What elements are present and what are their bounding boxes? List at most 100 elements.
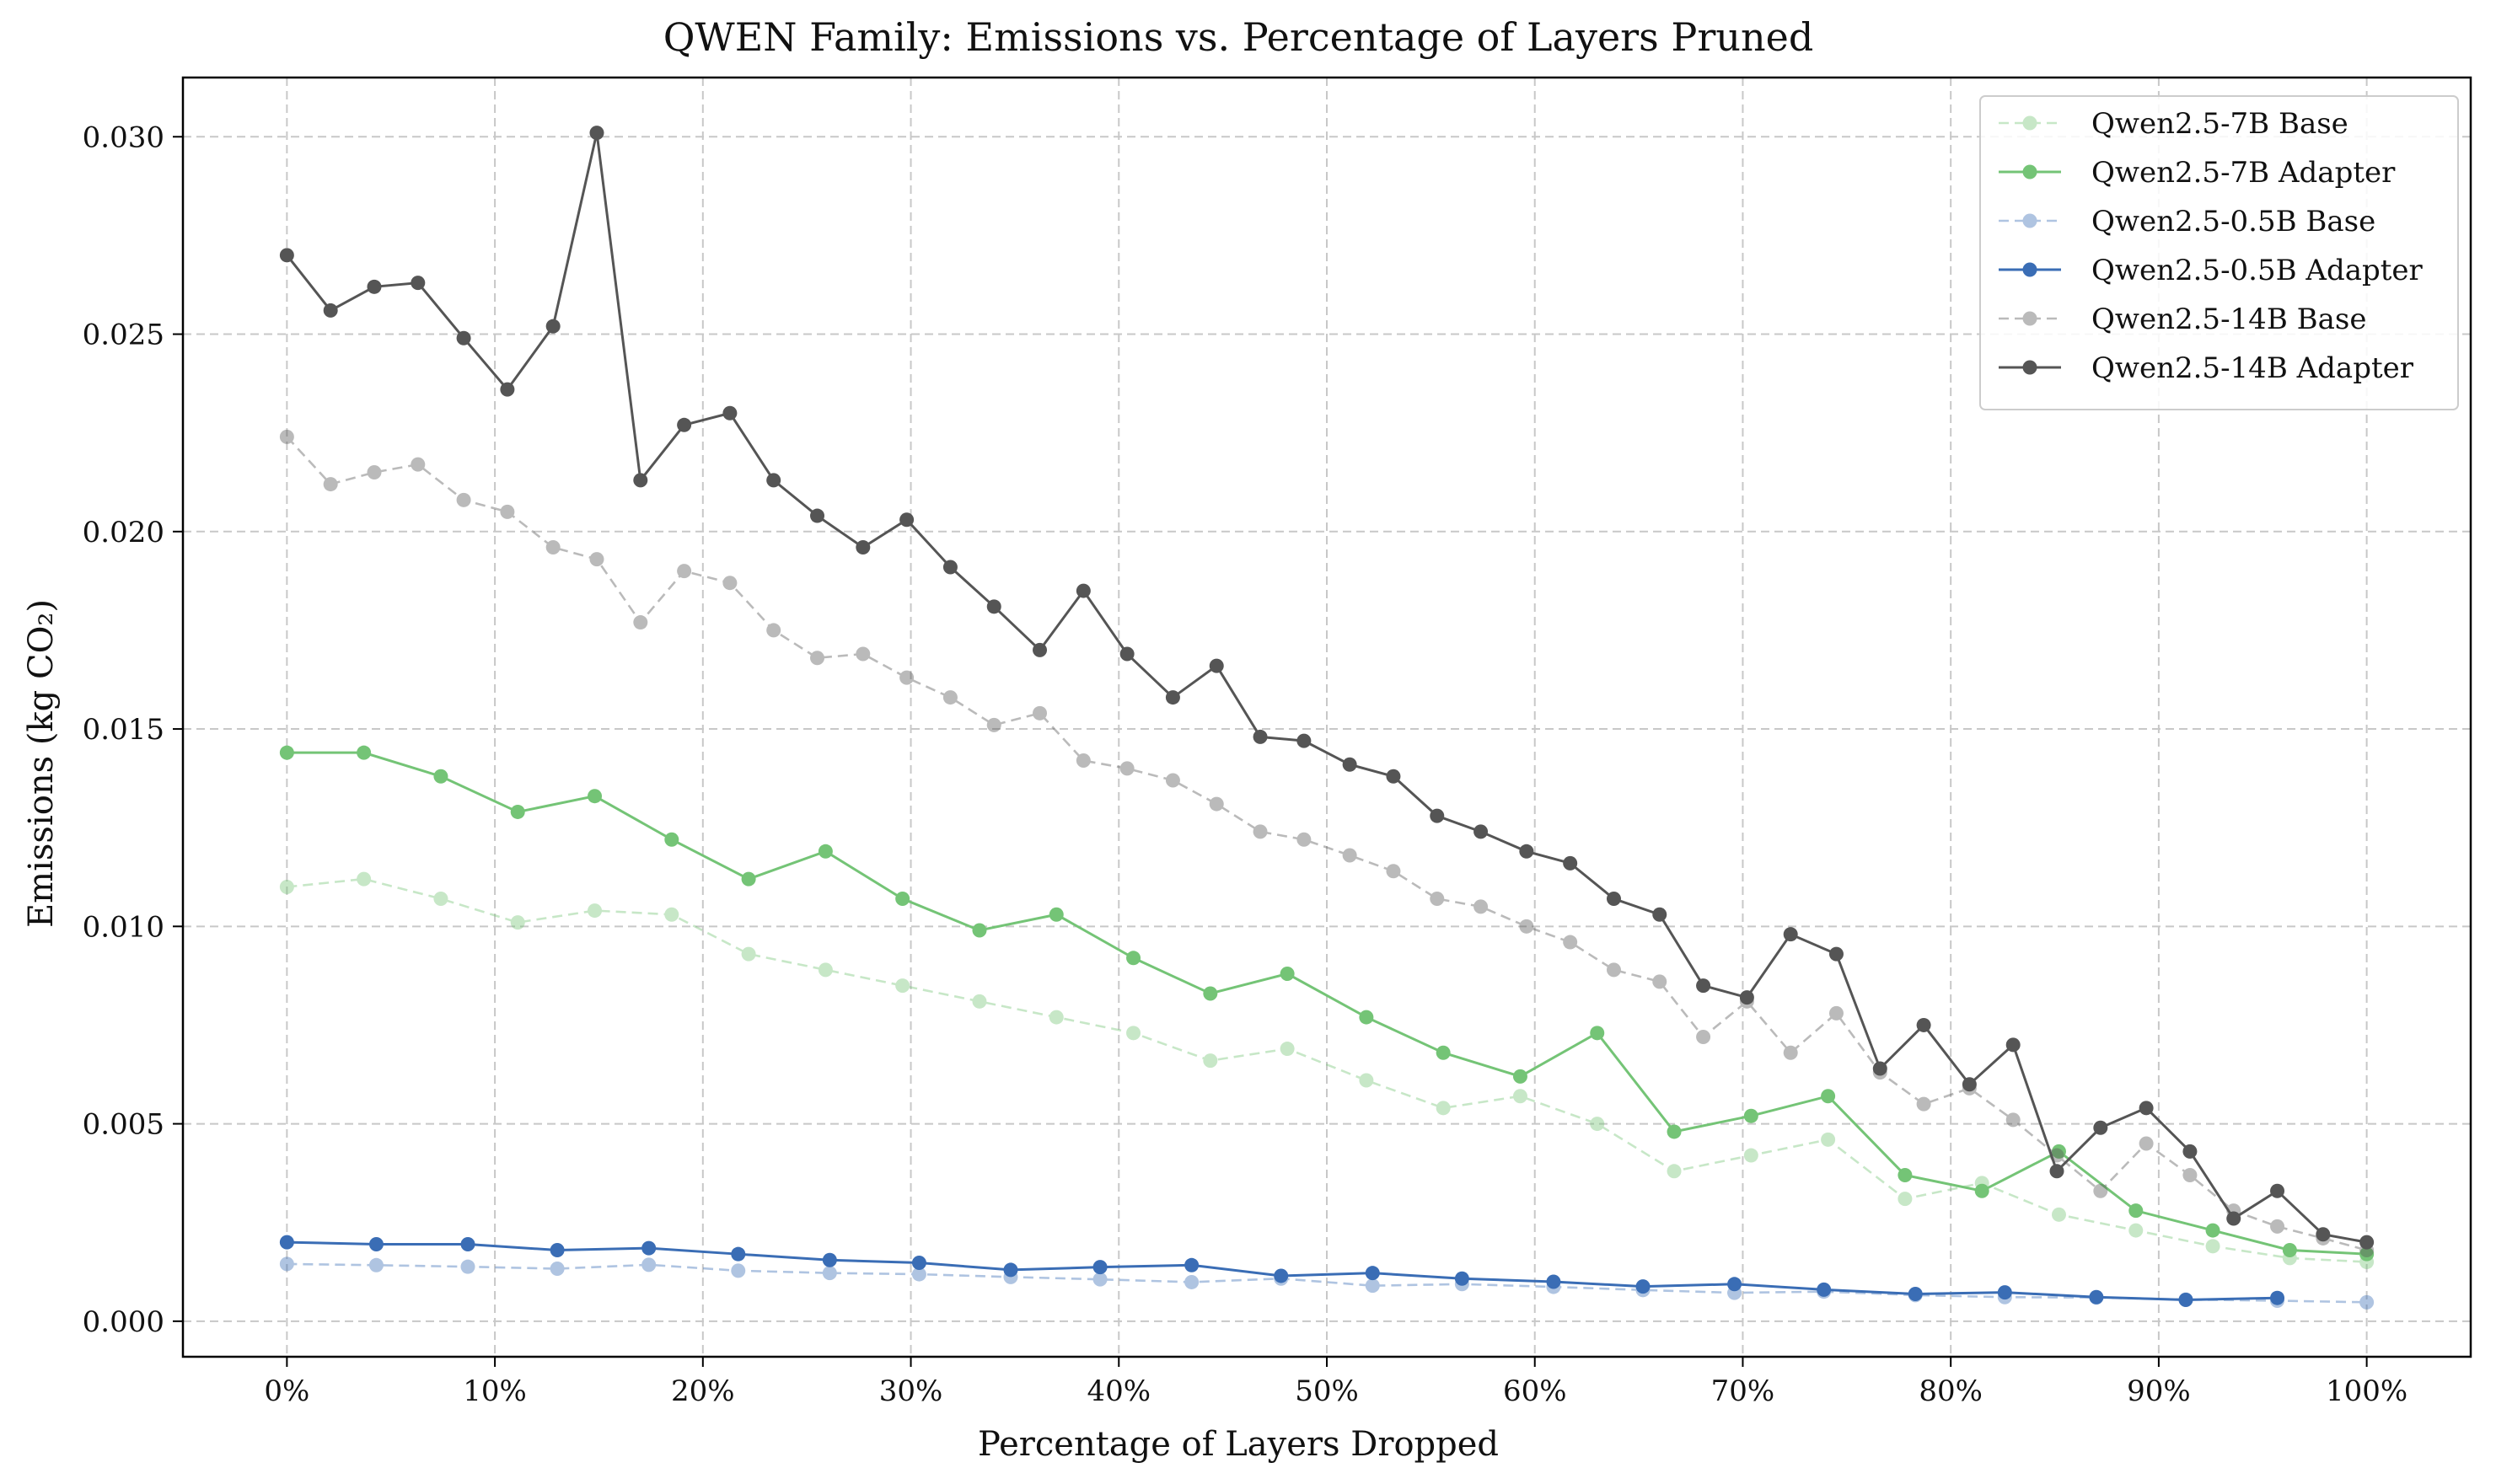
data-point (677, 564, 692, 579)
data-point (2316, 1227, 2331, 1242)
data-point (2270, 1290, 2285, 1305)
data-point (818, 844, 833, 859)
data-point (510, 804, 525, 819)
data-point (1962, 1077, 1977, 1092)
data-point (1119, 761, 1135, 776)
data-point (279, 745, 294, 760)
data-point (1783, 927, 1798, 942)
data-point (1033, 642, 1048, 657)
y-axis-ticks: 0.000 0.005 0.010 0.015 0.020 0.025 0.030 (83, 121, 183, 1339)
data-point (1126, 1026, 1141, 1041)
data-point (1821, 1132, 1836, 1147)
data-point (1359, 1073, 1374, 1088)
data-point (1049, 1010, 1064, 1025)
data-point (460, 1259, 475, 1274)
data-point (2205, 1239, 2220, 1254)
data-point (1696, 978, 1711, 994)
legend-item: Qwen2.5-0.5B Base (1999, 205, 2375, 238)
data-point (1430, 808, 1445, 823)
data-point (510, 915, 525, 930)
data-point (1359, 1010, 1374, 1025)
data-point (2178, 1293, 2193, 1308)
data-point (368, 1236, 384, 1251)
data-point (500, 382, 515, 397)
data-point (500, 504, 515, 519)
data-point (2182, 1167, 2198, 1182)
data-point (972, 923, 987, 938)
legend-label: Qwen2.5-0.5B Base (2091, 205, 2375, 238)
data-point (2182, 1144, 2198, 1159)
data-point (1092, 1260, 1108, 1275)
data-point (1828, 946, 1844, 962)
data-point (1003, 1262, 1018, 1278)
x-tick-label: 50% (1295, 1374, 1359, 1408)
legend-label: Qwen2.5-14B Adapter (2091, 351, 2414, 385)
data-point (1908, 1287, 1923, 1302)
data-point (899, 670, 915, 685)
y-axis-label: Emissions (kg CO₂) (22, 599, 61, 928)
x-tick-label: 30% (879, 1374, 943, 1408)
data-point (1872, 1061, 1887, 1076)
data-point (1743, 1148, 1758, 1163)
data-point (357, 745, 372, 760)
data-point (1203, 1053, 1218, 1069)
data-point (1916, 1096, 1931, 1112)
data-point (1519, 919, 1534, 934)
data-point (545, 319, 561, 334)
data-point (810, 508, 825, 523)
y-tick-label: 0.005 (83, 1108, 164, 1142)
data-point (1997, 1285, 2012, 1300)
data-point (1974, 1183, 1989, 1198)
legend-marker (2022, 262, 2037, 277)
series-line (286, 132, 2367, 1244)
data-point (1126, 951, 1141, 966)
data-point (279, 1235, 294, 1250)
data-point (1296, 733, 1312, 748)
data-point (1590, 1026, 1605, 1041)
data-point (1546, 1274, 1561, 1289)
legend-marker (2022, 115, 2037, 131)
data-point (766, 473, 781, 488)
series-qwen2-5-7b-adapter (279, 745, 2375, 1262)
data-point (895, 978, 910, 994)
data-point (2128, 1203, 2144, 1219)
data-point (1727, 1277, 1742, 1292)
data-point (1253, 824, 1268, 839)
data-point (411, 276, 426, 291)
data-point (2139, 1136, 2154, 1151)
data-point (942, 560, 958, 575)
legend-swatch (1999, 115, 2061, 131)
data-point (1203, 986, 1218, 1001)
legend-marker (2022, 311, 2037, 326)
series-qwen2-5-14b-adapter (279, 126, 2375, 1250)
data-point (911, 1255, 926, 1270)
data-point (664, 832, 679, 847)
data-point (641, 1257, 657, 1272)
data-point (433, 892, 448, 907)
data-point (1667, 1164, 1682, 1179)
legend-swatch (1999, 311, 2061, 326)
x-tick-label: 0% (264, 1374, 309, 1408)
data-point (822, 1266, 837, 1281)
data-point (741, 871, 756, 887)
data-point (323, 303, 338, 318)
data-point (550, 1262, 565, 1277)
x-tick-label: 40% (1087, 1374, 1151, 1408)
legend-marker (2022, 360, 2037, 375)
legend-label: Qwen2.5-14B Base (2091, 303, 2366, 336)
data-point (1280, 1042, 1295, 1057)
data-point (1590, 1117, 1605, 1132)
data-point (1209, 796, 1224, 812)
data-point (279, 429, 294, 444)
data-point (942, 690, 958, 705)
data-point (1119, 646, 1135, 662)
data-point (731, 1246, 746, 1262)
data-point (1652, 974, 1667, 989)
data-point (1916, 1017, 1931, 1032)
legend-item: Qwen2.5-14B Base (1999, 303, 2366, 336)
data-point (810, 651, 825, 666)
data-point (1563, 935, 1578, 950)
data-point (722, 405, 738, 421)
x-tick-label: 10% (463, 1374, 527, 1408)
data-point (1342, 848, 1357, 863)
